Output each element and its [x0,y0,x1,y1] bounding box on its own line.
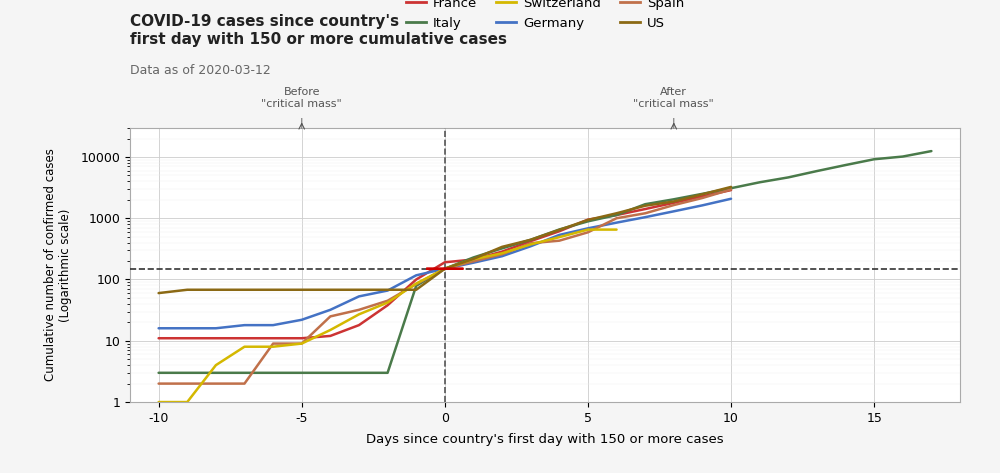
Text: |: | [300,117,304,128]
Text: Before
"critical mass": Before "critical mass" [261,87,342,108]
Text: |: | [672,117,676,128]
Y-axis label: Cumulative number of confirmed cases
(Logarithmic scale): Cumulative number of confirmed cases (Lo… [44,149,72,381]
Legend: France, Italy, Switzerland, Germany, Spain, US: France, Italy, Switzerland, Germany, Spa… [401,0,689,35]
Text: Data as of 2020-03-12: Data as of 2020-03-12 [130,64,271,77]
Text: COVID-19 cases since country's
first day with 150 or more cumulative cases: COVID-19 cases since country's first day… [130,14,507,46]
X-axis label: Days since country's first day with 150 or more cases: Days since country's first day with 150 … [366,433,724,446]
Text: After
"critical mass": After "critical mass" [633,87,714,108]
